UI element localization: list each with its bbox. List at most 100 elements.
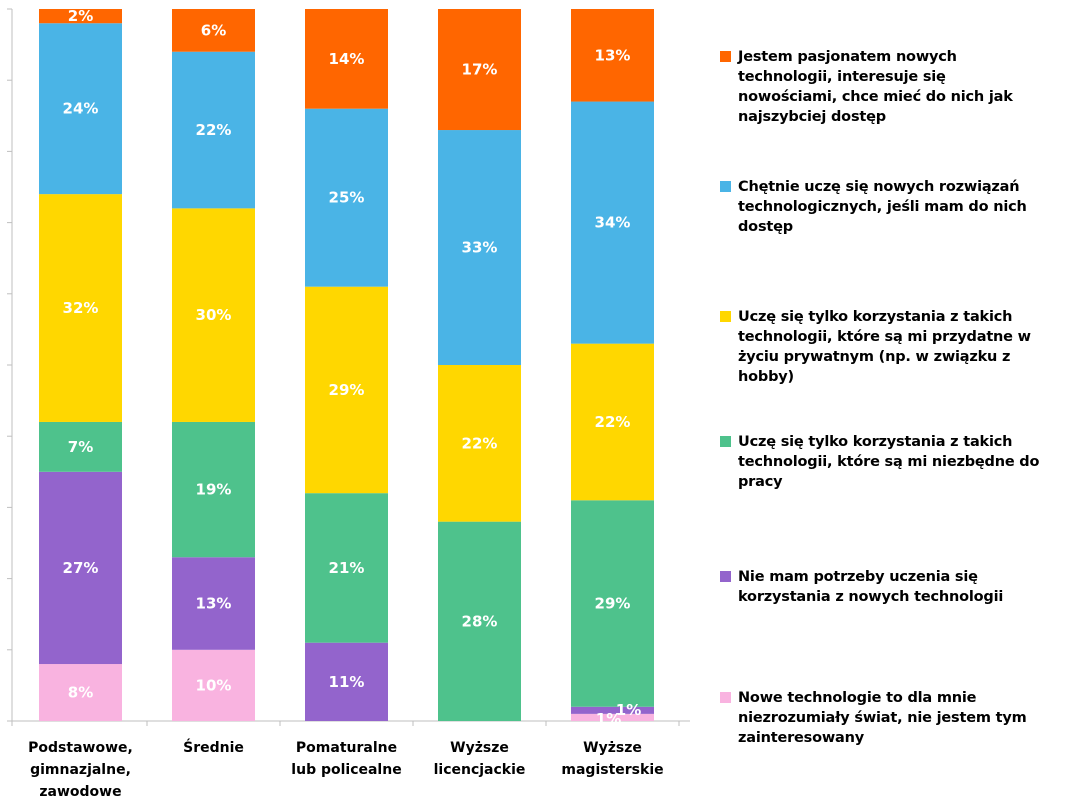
bar-segment [172,9,255,52]
bar-segment [172,421,255,558]
bar-segment [305,108,388,287]
x-tick-label-line: lub policealne [291,762,401,778]
data-label: 13% [196,595,232,613]
x-tick-label-line: Średnie [183,738,244,756]
legend-label: Nie mam potrzeby uczenia się korzystania … [738,567,1075,607]
data-label: 7% [68,438,93,456]
bar-segment [571,9,654,102]
legend-swatch [720,51,731,62]
data-label: 8% [68,684,93,702]
bar-column: 11% 21% 29% 25% 14% [305,9,388,721]
bar-column: 1%1% 29% 22% 34% 13% [571,9,654,728]
legend-label: Jestem pasjonatem nowych technologii, int… [738,47,1075,127]
legend-entry: Nie mam potrzeby uczenia się korzystania … [720,567,1075,607]
data-label: 29% [595,595,631,613]
bar-segment [438,521,521,721]
bar-segment [172,649,255,721]
data-label: 34% [595,214,631,232]
data-label: 22% [595,413,631,431]
x-tick-label-line: licencjackie [434,762,526,778]
legend-label: Uczę się tylko korzystania z takich techn… [738,432,1075,492]
data-label: 24% [63,100,99,118]
bar-segment [39,23,122,195]
legend-label-line: zainteresowany [738,730,865,746]
bar-segment [438,365,521,522]
x-tick-label: Wyższe magisterskie [561,740,663,778]
bar-segment [39,421,122,472]
legend-label-line: niezrozumiały świat, nie jestem tym [738,710,1027,726]
bar-segment [305,9,388,109]
x-tick-label-line: Podstawowe, [28,740,133,756]
bar-segment [438,9,521,131]
legend-swatch [720,181,731,192]
legend-entry: Uczę się tylko korzystania z takich techn… [720,432,1075,492]
data-label: 2% [68,7,93,25]
data-label: 19% [196,481,232,499]
legend-label-line: Chętnie uczę się nowych rozwiązań [738,179,1020,195]
bar-segment [39,9,122,24]
legend-entry: Chętnie uczę się nowych rozwiązań technol… [720,177,1075,237]
legend-label-line: hobby) [738,369,794,385]
legend-swatch [720,311,731,322]
legend-label-line: dostęp [738,219,793,235]
legend-label-line: technologii, interesuje się [738,69,946,85]
data-label: 22% [196,121,232,139]
chart-plot-area: 8% 27% 7% 32% 24% 2% Podstawowe, gimnazjalne, za… [7,7,690,800]
legend-label: Nowe technologie to dla mnie niezrozumiał… [738,688,1075,748]
legend-label-line: Uczę się tylko korzystania z takich [738,434,1013,450]
data-label: 14% [329,50,365,68]
legend-label-line: technologii, które są mi niezbędne do [738,454,1040,470]
x-tick-label: Wyższe licencjackie [434,740,526,778]
legend-swatch [720,436,731,447]
data-label: 32% [63,299,99,317]
x-tick-label-line: zawodowe [39,784,121,800]
legend-label-line: Nowe technologie to dla mnie [738,690,977,706]
legend-label-line: technologicznych, jeśli mam do nich [738,199,1027,215]
data-label: 25% [329,189,365,207]
data-label: 17% [462,61,498,79]
bar-column: 28% 22% 33% 17% [438,9,521,721]
legend-label-line: Uczę się tylko korzystania z takich [738,309,1013,325]
bar-segment [39,194,122,422]
bar-segment [571,713,654,721]
legend-label: Chętnie uczę się nowych rozwiązań technol… [738,177,1075,237]
bar-segment [39,471,122,665]
data-label: 10% [196,676,232,694]
x-tick-label: Podstawowe, gimnazjalne, zawodowe [28,740,133,800]
bar-segment [571,101,654,344]
x-tick-label-line: Pomaturalne [296,740,397,756]
data-label: 11% [329,673,365,691]
legend-entry: Jestem pasjonatem nowych technologii, int… [720,47,1075,127]
x-tick-label: Średnie [183,738,244,756]
data-label: 13% [595,46,631,64]
bar-segment [39,664,122,721]
legend-label-line: pracy [738,474,783,490]
x-tick-label-line: Wyższe [450,740,509,756]
data-label: 30% [196,306,232,324]
bar-column: 10% 13% 19% 30% 22% 6% [172,9,255,721]
legend-label-line: życiu prywatnym (np. w związku z [738,349,1011,365]
bar-segment [571,706,654,714]
bar-segment [305,493,388,643]
legend-swatch [720,692,731,703]
x-tick-label: Pomaturalne lub policealne [291,740,401,778]
legend-label-line: Nie mam potrzeby uczenia się [738,569,978,585]
bar-column: 8% 27% 7% 32% 24% 2% [39,7,122,721]
legend-label-line: najszybciej dostęp [738,109,886,125]
x-tick-label-line: Wyższe [583,740,642,756]
legend-label-line: technologii, które są mi przydatne w [738,329,1031,345]
legend-entry: Nowe technologie to dla mnie niezrozumiał… [720,688,1075,748]
legend-label-line: Jestem pasjonatem nowych [738,49,957,65]
bar-segment [305,642,388,721]
legend-label-line: korzystania z nowych technologii [738,589,1004,605]
data-label: 27% [63,559,99,577]
data-label: 6% [201,21,226,39]
bar-segment [172,208,255,422]
bar-segment [172,557,255,650]
x-tick-label-line: gimnazjalne, [30,762,131,778]
data-label: 22% [462,434,498,452]
data-label: 21% [329,559,365,577]
bar-segment [305,286,388,494]
data-label: 28% [462,612,498,630]
